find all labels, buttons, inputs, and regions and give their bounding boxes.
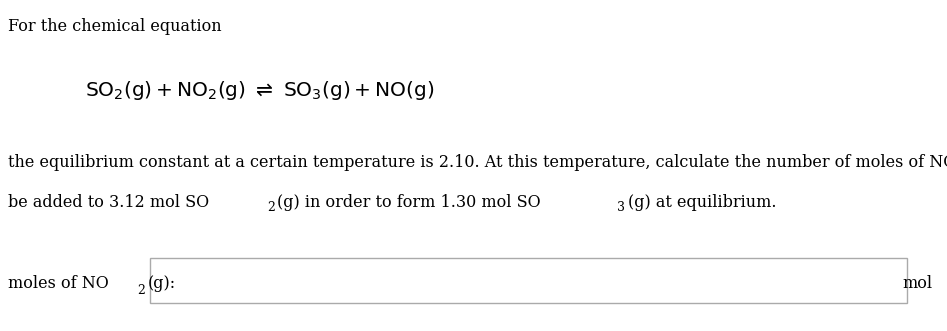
Text: (g):: (g): [148,274,176,292]
Text: the equilibrium constant at a certain temperature is 2.10. At this temperature, : the equilibrium constant at a certain te… [8,154,947,171]
Text: 3: 3 [617,201,625,214]
Text: 2: 2 [267,201,275,214]
Text: be added to 3.12 mol SO: be added to 3.12 mol SO [8,194,208,211]
Text: moles of NO: moles of NO [8,274,108,292]
Text: For the chemical equation: For the chemical equation [8,18,222,35]
Text: (g) in order to form 1.30 mol SO: (g) in order to form 1.30 mol SO [277,194,541,211]
Text: 2: 2 [137,284,146,297]
Text: mol: mol [902,274,933,292]
Text: $\mathdefault{SO_2(g) + NO_2(g)}$ $\rightleftharpoons$ $\mathdefault{SO_3(g)+NO(: $\mathdefault{SO_2(g) + NO_2(g)}$ $\righ… [85,79,435,102]
FancyBboxPatch shape [150,258,907,303]
Text: (g) at equilibrium.: (g) at equilibrium. [628,194,777,211]
